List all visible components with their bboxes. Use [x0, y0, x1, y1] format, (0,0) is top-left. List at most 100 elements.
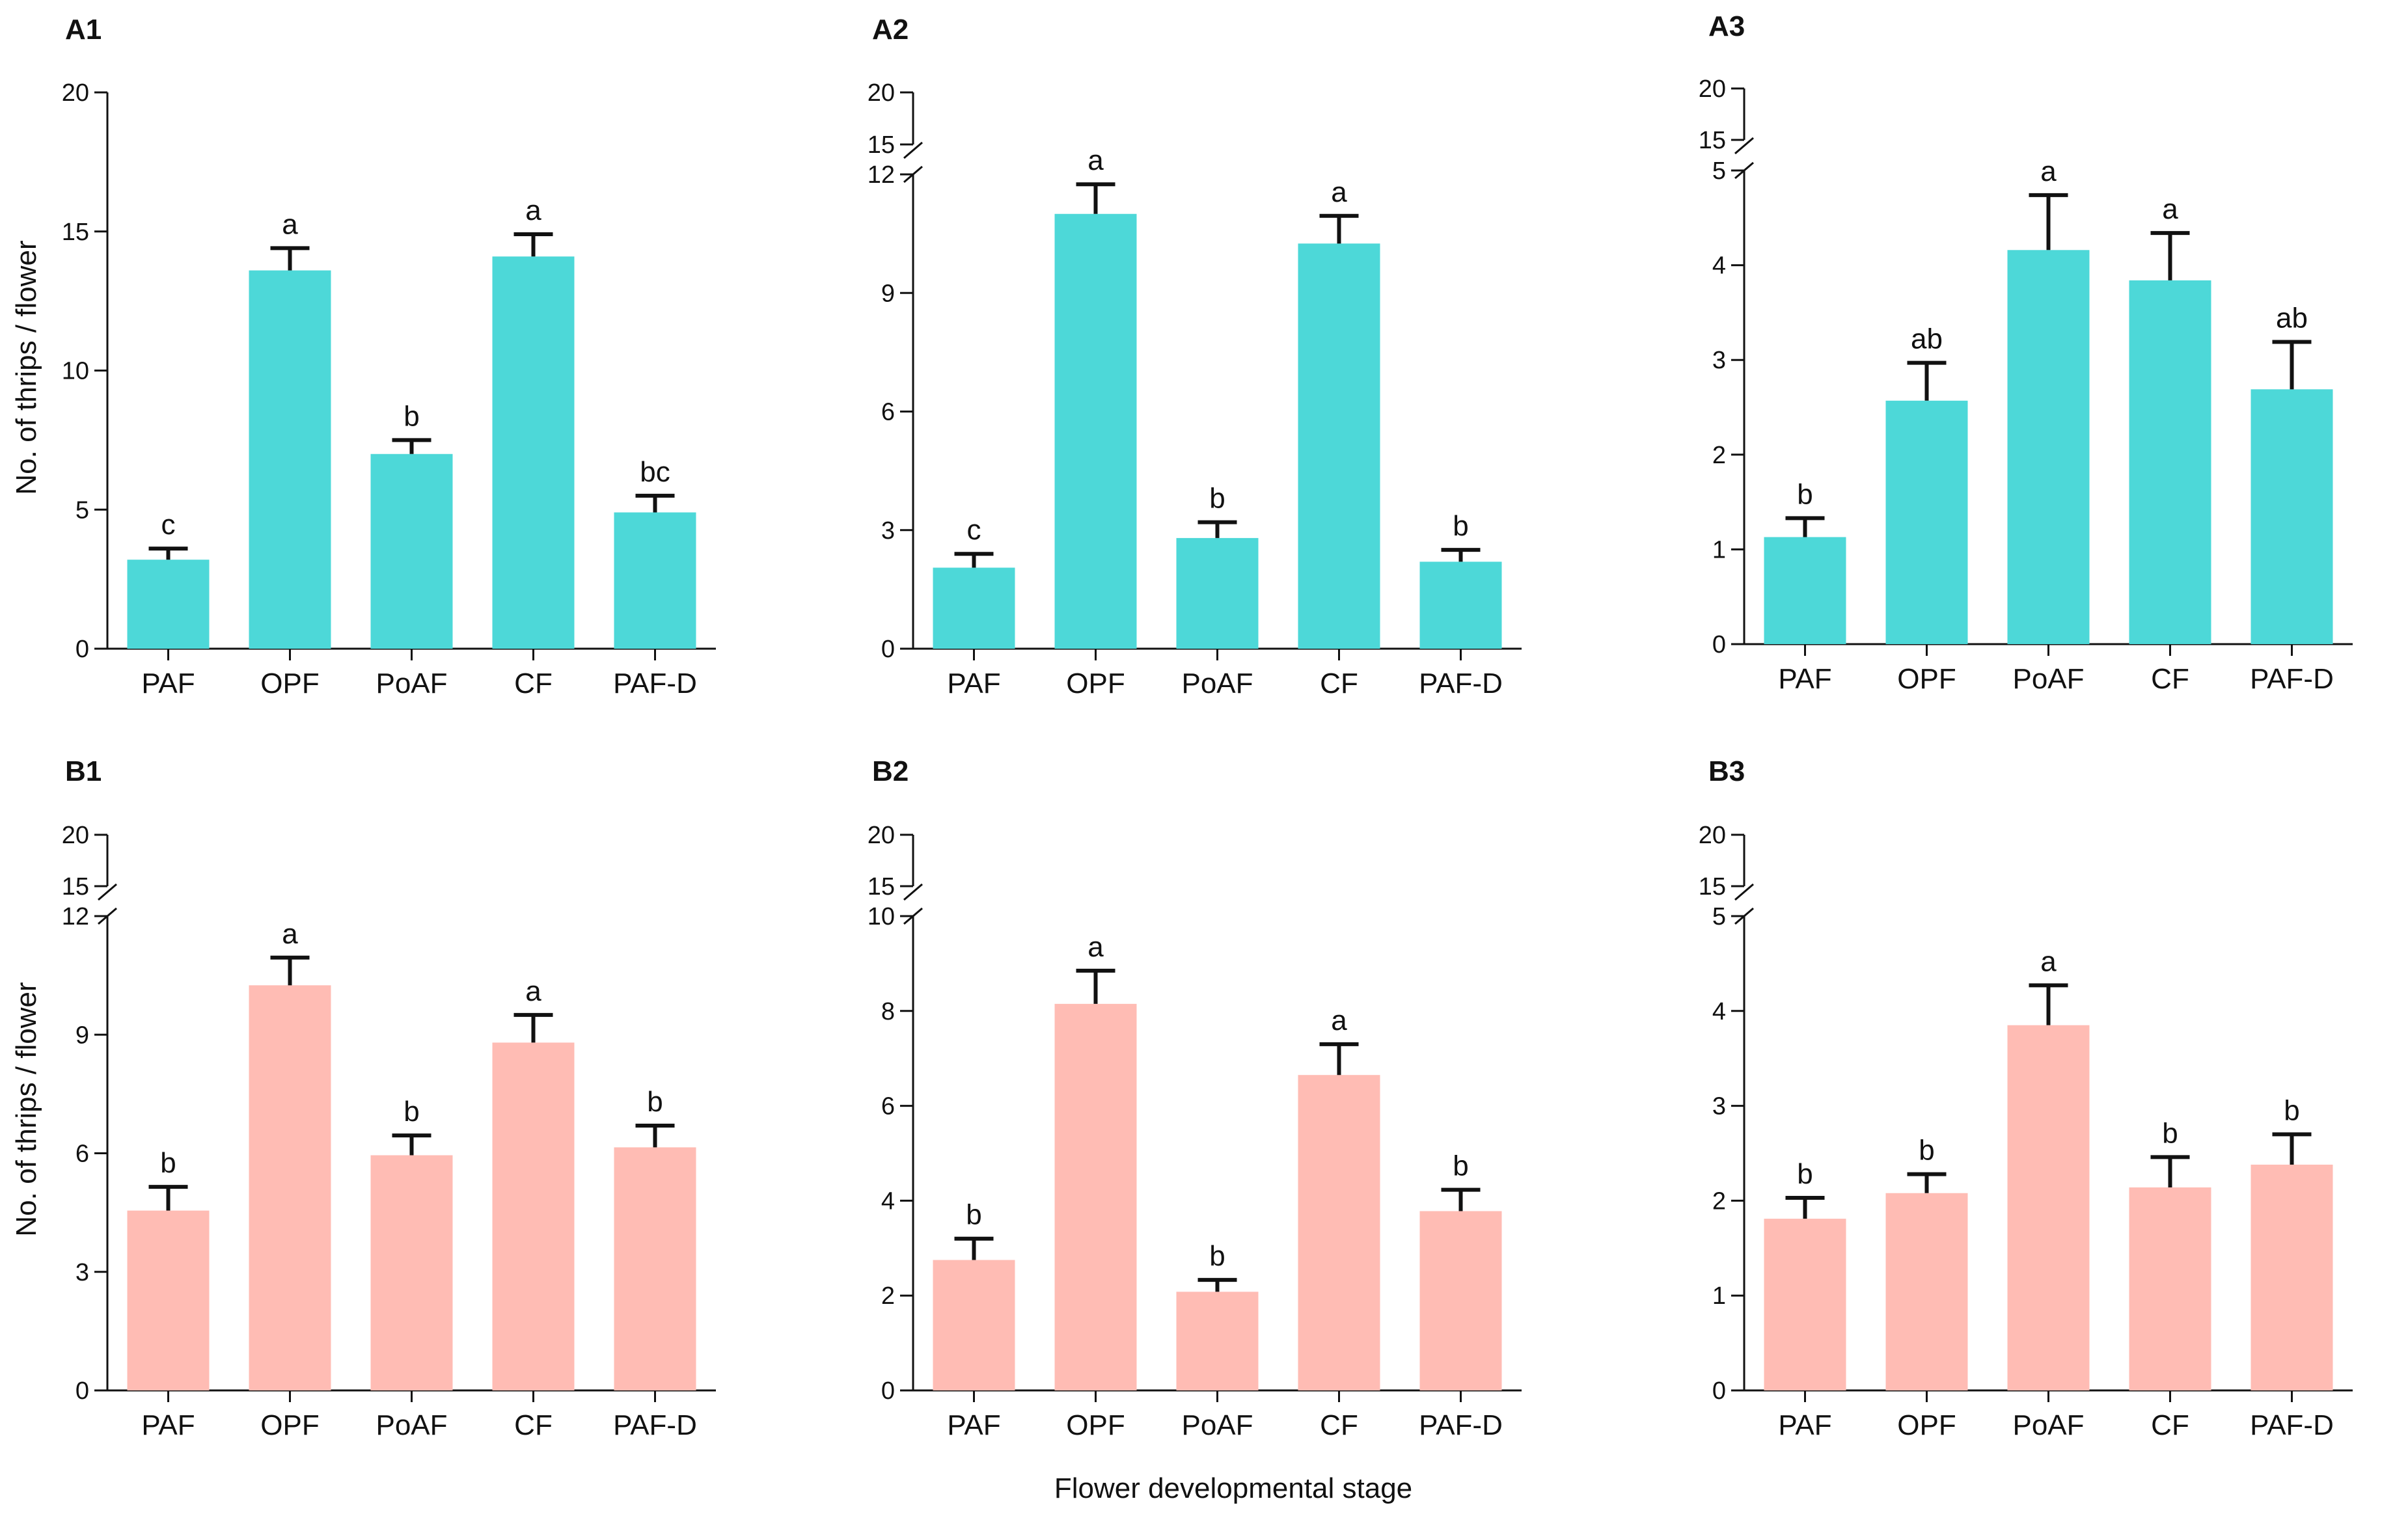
significance-letter: c [161, 509, 176, 541]
axis-break-mark [1734, 137, 1754, 155]
bar [1419, 562, 1502, 649]
significance-letter: a [282, 918, 298, 950]
y-tick-label: 20 [868, 79, 895, 107]
chart-panel-b3: B3 0 1 2 3 4 5 15 20 b PAF b OPF a PoAF b CF b PAF-D [1699, 755, 2353, 1441]
chart-panel-a3: A3 0 1 2 3 4 5 15 20 b PAF ab OPF a PoAF a CF ab PAF-D [1699, 10, 2353, 695]
significance-letter: a [2040, 945, 2057, 977]
bar [1054, 213, 1137, 649]
x-tick-label: PAF-D [1419, 1409, 1503, 1441]
x-tick-label: PAF [947, 1409, 1000, 1441]
x-tick-label: CF [2151, 1409, 2189, 1441]
x-axis-label: Flower developmental stage [1054, 1472, 1412, 1504]
y-tick-label: 15 [62, 219, 89, 246]
significance-letter: b [966, 1199, 981, 1231]
y-tick-label: 4 [1712, 252, 1726, 280]
y-tick-label: 0 [75, 1377, 89, 1405]
significance-letter: b [1209, 483, 1225, 515]
bar [1298, 1075, 1380, 1390]
panel-label: B3 [1708, 755, 1745, 787]
axis-break-mark [1734, 161, 1754, 180]
y-tick-label: 9 [75, 1022, 89, 1049]
y-tick-label: 0 [1712, 631, 1726, 658]
x-tick-label: CF [1320, 668, 1358, 699]
y-tick-label: 0 [881, 636, 895, 663]
bar [1298, 243, 1380, 649]
bar [127, 1210, 210, 1390]
significance-letter: b [404, 400, 419, 432]
x-tick-label: OPF [1066, 1409, 1125, 1441]
bar [370, 453, 453, 649]
axis-break-mark [903, 141, 923, 159]
x-tick-label: OPF [260, 668, 319, 699]
chart-panel-b2: B2 0 2 4 6 8 10 15 20 b PAF a OPF b PoAF a CF b PAF-D [868, 755, 1522, 1441]
significance-letter: b [2162, 1117, 2178, 1149]
x-tick-label: PoAF [1181, 1409, 1253, 1441]
significance-letter: b [1797, 478, 1813, 510]
bar [249, 985, 331, 1390]
y-tick-label: 2 [1712, 1187, 1726, 1215]
bar [1176, 1292, 1259, 1390]
y-tick-label: 9 [881, 280, 895, 307]
x-tick-label: CF [2151, 663, 2189, 695]
x-tick-label: OPF [1897, 663, 1956, 695]
bar [1054, 1003, 1137, 1390]
bar [1419, 1211, 1502, 1390]
y-tick-label: 10 [62, 358, 89, 385]
y-tick-label: 15 [62, 873, 89, 900]
y-tick-label: 2 [1712, 442, 1726, 469]
x-tick-label: PoAF [1181, 668, 1253, 699]
bar [933, 1260, 1015, 1390]
significance-letter: a [2040, 156, 2057, 187]
significance-letter: a [1088, 144, 1104, 176]
x-tick-label: PoAF [2012, 1409, 2084, 1441]
panels: A105101520cPAFaOPFbPoAFaCFbcPAF-DA203691… [62, 10, 2353, 1441]
x-tick-label: PAF [947, 668, 1000, 699]
x-tick-label: PAF-D [2250, 1409, 2334, 1441]
y-axis-label-bottom: No. of thrips / flower [10, 982, 42, 1236]
x-tick-label: PAF-D [1419, 668, 1503, 699]
bar [1764, 537, 1846, 644]
significance-letter: b [1919, 1135, 1934, 1167]
x-tick-label: PAF [141, 668, 195, 699]
bar [2007, 250, 2090, 645]
bar [614, 1147, 696, 1390]
y-tick-label: 20 [62, 822, 89, 849]
y-tick-label: 3 [881, 517, 895, 545]
significance-letter: b [647, 1086, 663, 1118]
bar [370, 1155, 453, 1390]
significance-letter: a [1088, 931, 1104, 963]
significance-letter: c [967, 514, 981, 546]
axis-break-mark [1734, 883, 1754, 901]
axis-break-mark [903, 883, 923, 901]
bar [2129, 1187, 2211, 1390]
significance-letter: a [2162, 193, 2178, 225]
y-tick-label: 15 [868, 873, 895, 900]
y-tick-label: 6 [75, 1141, 89, 1168]
bar [2129, 280, 2211, 644]
x-tick-label: CF [1320, 1409, 1358, 1441]
y-tick-label: 20 [1699, 75, 1726, 103]
chart-panel-a1: A1 0 5 10 15 20 c PAF a OPF b PoAF a CF bc PAF-D [62, 14, 716, 699]
x-tick-label: OPF [1897, 1409, 1956, 1441]
y-tick-label: 0 [881, 1377, 895, 1405]
x-tick-label: PAF [1778, 663, 1831, 695]
significance-letter: b [2284, 1094, 2299, 1126]
y-tick-label: 12 [868, 161, 895, 189]
panel-label: A2 [872, 14, 909, 46]
x-tick-label: PAF-D [613, 1409, 697, 1441]
axis-break-mark [98, 883, 117, 901]
y-axis-label-top: No. of thrips / flower [10, 240, 42, 494]
y-tick-label: 8 [881, 998, 895, 1025]
bar [1764, 1219, 1846, 1390]
chart-panel-b1: B1 0 3 6 9 12 15 20 b PAF a OPF b PoAF a CF b PAF-D [62, 755, 716, 1441]
bar [1885, 400, 1968, 644]
y-tick-label: 20 [1699, 822, 1726, 849]
significance-letter: b [1209, 1240, 1225, 1272]
axis-break-mark [1734, 907, 1754, 925]
x-tick-label: PAF [1778, 1409, 1831, 1441]
bar [127, 560, 210, 649]
y-tick-label: 5 [1712, 903, 1726, 930]
axis-break-mark [98, 907, 117, 925]
y-tick-label: 3 [75, 1259, 89, 1286]
